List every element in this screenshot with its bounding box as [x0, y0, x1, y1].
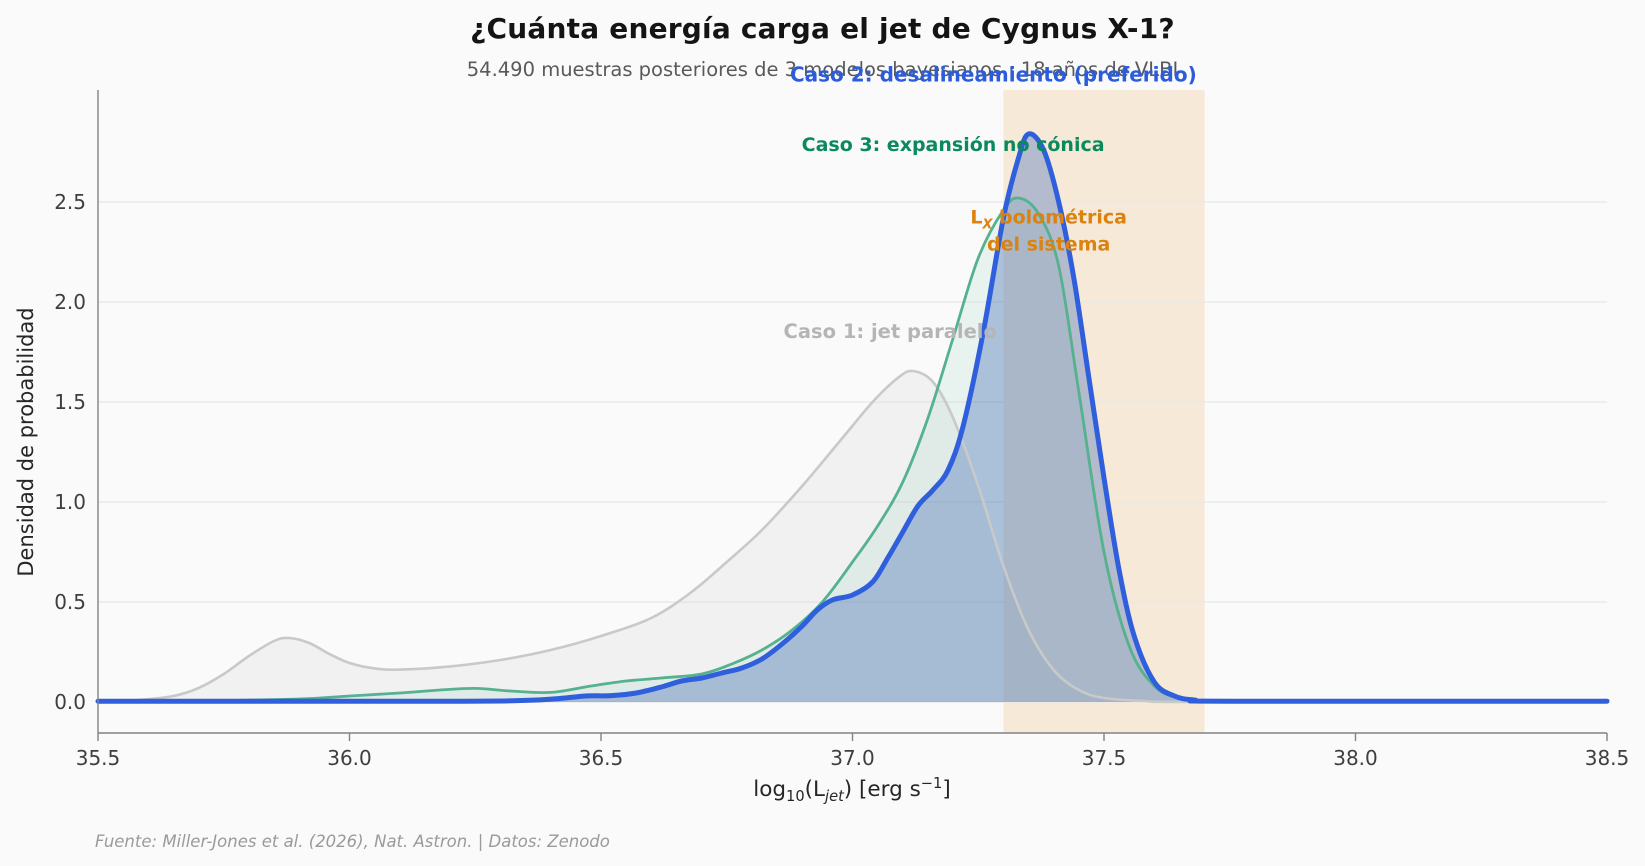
y-tick-label: 0.0	[54, 690, 86, 714]
y-tick-label: 1.0	[54, 490, 86, 514]
label-caso-3-text: Caso 3: expansión no cónica	[801, 134, 1105, 157]
x-tick-label: 38.5	[1585, 746, 1630, 770]
label-caso-1-text: Caso 1: jet paralelo	[783, 319, 997, 343]
label-caso-2-text: Caso 2: desalineamiento (preferido)	[789, 62, 1197, 87]
label-caso-1: Caso 1: jet paralelo	[784, 320, 997, 344]
x-axis-label-sub: jet	[825, 788, 844, 806]
chart-title: ¿Cuánta energía carga el jet de Cygnus X…	[470, 12, 1175, 45]
label-lx-band-text: bolométrica	[992, 206, 1127, 229]
x-tick-label: 36.0	[327, 746, 372, 770]
series-line-3	[95, 131, 1610, 704]
lx-band	[1003, 90, 1205, 733]
y-tick-label: 1.5	[54, 390, 86, 414]
y-tick-label: 2.5	[54, 190, 86, 214]
x-axis-label-part: ]	[942, 776, 951, 802]
series-line-2	[96, 196, 1609, 704]
x-axis-label-part: log	[753, 776, 787, 802]
x-tick-label: 37.0	[830, 746, 875, 770]
series-line-1	[96, 369, 1609, 704]
source-credit: Fuente: Miller-Jones et al. (2026), Nat.…	[95, 832, 610, 851]
label-lx-band: LX bolométrica del sistema	[970, 207, 1127, 258]
label-lx-band-text: del sistema	[986, 233, 1111, 256]
y-tick-label: 0.5	[54, 590, 86, 614]
x-tick-label: 37.5	[1082, 746, 1127, 770]
x-axis-label-part: ) [erg s	[843, 776, 921, 802]
series-fill-1	[98, 370, 1607, 703]
y-axis-label: Densidad de probabilidad	[14, 307, 38, 577]
label-caso-2: Caso 2: desalineamiento (preferido)	[790, 63, 1197, 88]
x-axis-label-sub: 10	[786, 788, 805, 806]
series-fill-2	[98, 197, 1607, 703]
y-tick-label: 2.0	[54, 290, 86, 314]
series-fill-3	[98, 133, 1607, 702]
label-lx-band-text: X	[982, 217, 993, 233]
x-axis-label-part: (L	[804, 776, 826, 802]
x-tick-label: 36.5	[579, 746, 624, 770]
x-axis-label-sup: −1	[920, 774, 943, 792]
x-tick-label: 35.5	[76, 746, 121, 770]
label-caso-3: Caso 3: expansión no cónica	[802, 134, 1105, 158]
x-tick-label: 38.0	[1333, 746, 1378, 770]
chart-subtitle: 54.490 muestras posteriores de 3 modelos…	[466, 58, 1179, 81]
x-axis-label: log10(Ljet) [erg s−1]	[753, 775, 950, 805]
label-lx-band-text: L	[970, 206, 983, 229]
